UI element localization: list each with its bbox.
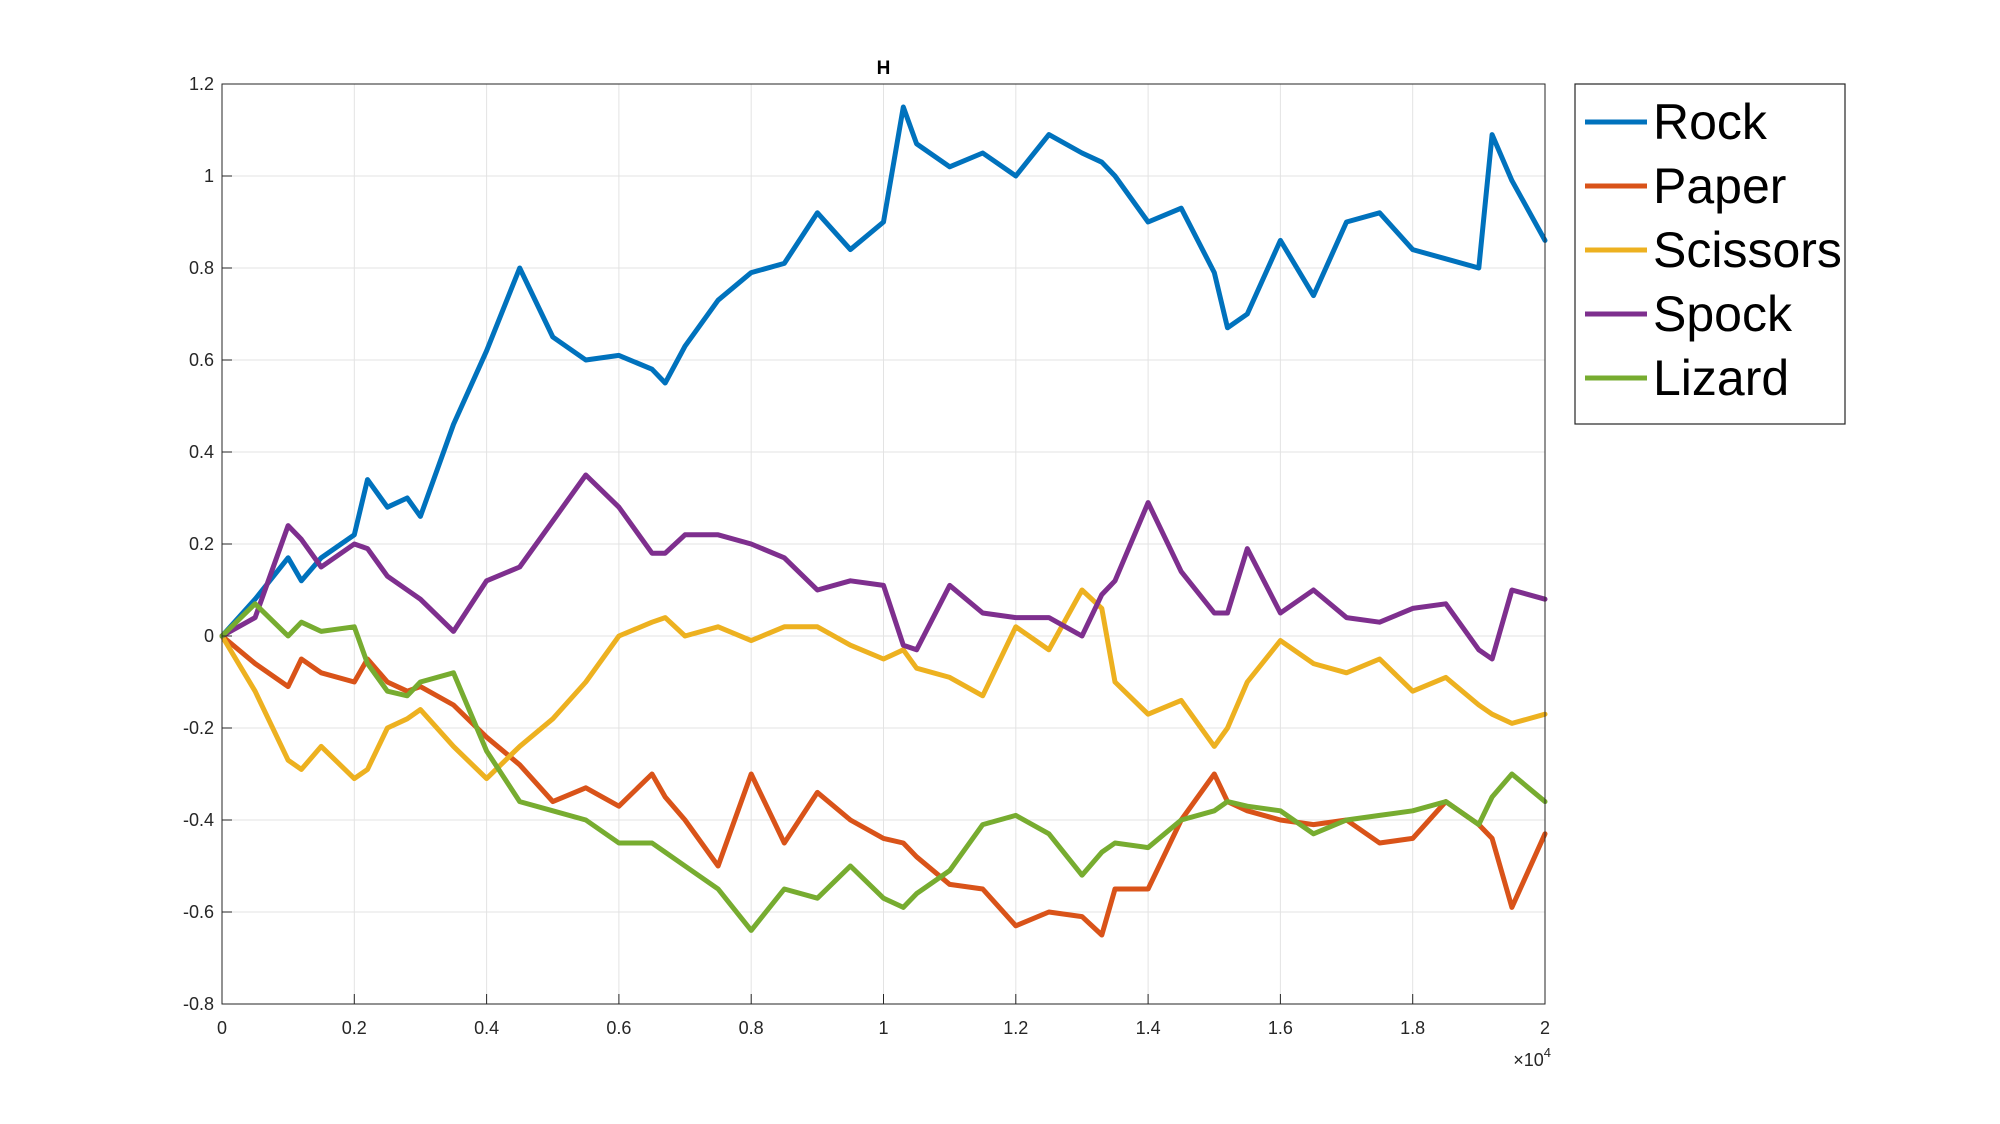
x-tick-label: 1.2 — [1003, 1018, 1028, 1038]
series-line-paper — [219, 633, 1548, 938]
x-axis-exponent: ×104 — [1513, 1045, 1551, 1070]
series-lines — [219, 104, 1548, 938]
series-line-lizard — [219, 601, 1548, 933]
y-tick-label: 0.8 — [189, 258, 214, 278]
y-tick-label: 0.6 — [189, 350, 214, 370]
x-tick-label: 0.6 — [606, 1018, 631, 1038]
x-tick-label: 1 — [878, 1018, 888, 1038]
chart-title: H — [877, 58, 891, 79]
y-tick-label: -0.8 — [183, 994, 214, 1014]
legend-box — [1574, 83, 1846, 425]
legend-label-rock: Rock — [1653, 94, 1768, 150]
legend-label-paper: Paper — [1653, 158, 1786, 214]
x-tick-label: 1.6 — [1268, 1018, 1293, 1038]
series-line-scissors — [219, 587, 1548, 782]
series-line-rock — [219, 104, 1548, 639]
y-tick-label: 1 — [204, 166, 214, 186]
legend-label-lizard: Lizard — [1653, 350, 1789, 406]
x-tick-label: 0.8 — [739, 1018, 764, 1038]
x-tick-label: 0.2 — [342, 1018, 367, 1038]
x-tick-label: 0 — [217, 1018, 227, 1038]
y-tick-label: -0.2 — [183, 718, 214, 738]
y-tick-label: -0.6 — [183, 902, 214, 922]
y-tick-label: -0.4 — [183, 810, 214, 830]
y-tick-label: 1.2 — [189, 74, 214, 94]
y-tick-label: 0 — [204, 626, 214, 646]
legend-label-scissors: Scissors — [1653, 222, 1842, 278]
y-tick-label: 0.2 — [189, 534, 214, 554]
x-tick-label: 1.8 — [1400, 1018, 1425, 1038]
axis-ticks: 0 0.2 0.4 0.6 0.8 1 1.2 1.4 1.6 1.8 2 -0.8 -0.6 -0.4 -… — [183, 74, 1550, 1038]
series-line-spock — [219, 472, 1548, 662]
x-tick-label: 1.4 — [1136, 1018, 1161, 1038]
y-tick-label: 0.4 — [189, 442, 214, 462]
x-tick-label: 2 — [1540, 1018, 1550, 1038]
legend: Rock Paper Scissors Spock Lizard — [1574, 83, 1846, 425]
x-tick-label: 0.4 — [474, 1018, 499, 1038]
legend-label-spock: Spock — [1653, 286, 1793, 342]
